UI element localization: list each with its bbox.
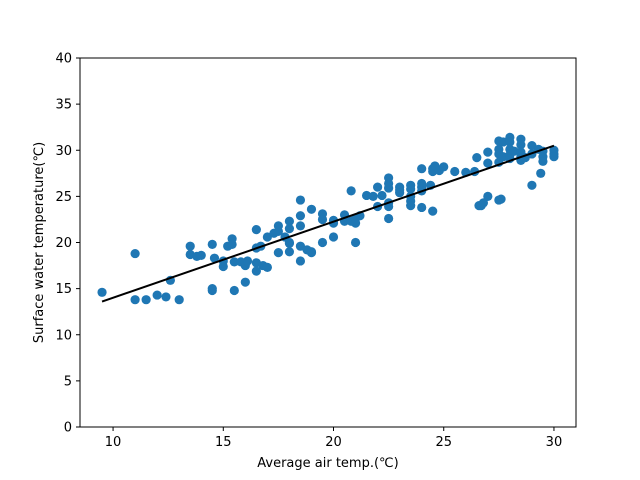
data-point — [273, 221, 283, 231]
data-point — [207, 284, 217, 294]
data-point — [152, 290, 162, 300]
data-point — [185, 241, 195, 251]
x-tick-label: 25 — [435, 435, 452, 450]
data-point — [439, 162, 449, 172]
x-tick-label: 10 — [105, 435, 122, 450]
data-point — [527, 180, 537, 190]
y-tick-label: 20 — [55, 236, 72, 251]
data-point — [417, 202, 427, 213]
data-point — [417, 164, 427, 174]
data-point — [472, 153, 482, 163]
y-tick-label: 40 — [55, 52, 72, 67]
data-point — [505, 137, 515, 147]
x-tick-label: 20 — [325, 435, 342, 450]
data-point — [350, 237, 361, 248]
data-point — [196, 250, 206, 261]
data-point — [227, 239, 237, 249]
data-point — [483, 191, 493, 201]
data-point — [516, 140, 526, 150]
y-tick-label: 30 — [55, 144, 72, 159]
data-point — [242, 256, 253, 266]
data-point — [373, 182, 383, 192]
data-point — [498, 137, 508, 147]
data-point — [229, 285, 239, 296]
y-tick-label: 0 — [64, 421, 72, 436]
data-point — [130, 248, 140, 259]
data-point — [549, 152, 559, 162]
data-point — [538, 156, 548, 166]
data-point — [295, 256, 306, 266]
y-axis: 0 5 10 15 20 25 30 35 40 — [55, 52, 80, 436]
data-point — [284, 224, 295, 234]
y-tick-label: 15 — [55, 282, 72, 297]
data-point — [161, 292, 171, 302]
data-point — [450, 166, 460, 177]
data-point — [97, 287, 107, 297]
data-point — [496, 194, 506, 204]
data-point — [251, 224, 261, 235]
data-point — [251, 266, 261, 276]
data-point — [295, 195, 306, 205]
data-point — [295, 211, 306, 221]
data-point — [328, 232, 339, 242]
data-point — [368, 191, 378, 201]
data-point — [483, 158, 493, 168]
data-point — [141, 295, 151, 305]
data-point — [317, 237, 328, 248]
data-point — [395, 188, 405, 198]
data-point — [478, 198, 489, 208]
data-point — [295, 221, 306, 231]
data-point — [483, 147, 493, 157]
data-point — [350, 218, 361, 228]
data-point — [174, 295, 184, 305]
data-point — [306, 204, 317, 214]
plot-area — [97, 132, 559, 305]
data-point — [406, 201, 416, 211]
y-tick-label: 5 — [64, 374, 72, 389]
y-axis-label: Surface water temperature(℃) — [32, 142, 47, 343]
data-point — [207, 239, 217, 249]
data-point — [130, 295, 140, 305]
x-tick-label: 15 — [215, 435, 232, 450]
data-point — [284, 247, 295, 257]
data-point — [240, 277, 250, 287]
y-tick-label: 25 — [55, 190, 72, 205]
x-tick-label: 30 — [546, 435, 563, 450]
data-point — [377, 190, 387, 201]
fit-line — [101, 144, 555, 303]
x-axis-label: Average air temp.(℃) — [257, 456, 398, 471]
data-point — [536, 168, 546, 178]
data-point — [428, 206, 438, 216]
data-point — [346, 186, 356, 196]
data-point — [273, 248, 283, 258]
data-point — [229, 257, 239, 267]
data-point — [384, 183, 394, 193]
data-point — [317, 214, 328, 225]
data-point — [384, 213, 394, 224]
y-tick-label: 35 — [55, 98, 72, 113]
x-axis: 10 15 20 25 30 — [105, 427, 562, 450]
data-point — [284, 238, 295, 249]
axes-frame — [79, 57, 577, 428]
data-point — [209, 253, 220, 263]
data-point — [284, 216, 295, 226]
y-tick-label: 10 — [55, 328, 72, 343]
data-point — [262, 262, 272, 273]
data-point — [306, 247, 317, 257]
data-point — [406, 184, 416, 194]
